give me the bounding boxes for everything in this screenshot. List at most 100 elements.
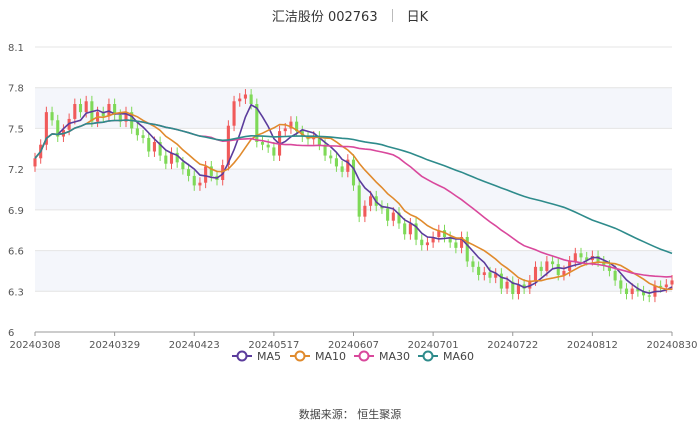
candle-body [164,155,168,164]
candle-body [647,295,651,297]
legend-label-ma5: MA5 [257,350,281,363]
candle-body [585,257,589,261]
candle-body [607,265,611,271]
candle-body [659,285,663,288]
candle-body [369,196,373,206]
candle-body [488,272,492,278]
candle-body [50,112,54,121]
x-tick-label: 20240701 [408,340,459,351]
candle-body [152,142,156,152]
candle-body [204,166,208,183]
period-label: 日K [406,9,429,25]
x-tick-label: 20240308 [10,340,61,351]
plot-band [35,250,672,292]
candle-body [73,104,77,119]
candle-body [664,284,668,288]
candle-body [511,281,515,294]
candle-body [562,270,566,275]
candle-body [545,261,549,271]
candle-body [403,223,407,235]
candle-body [642,291,646,296]
candle-body [613,270,617,281]
candle-body [454,242,458,248]
candle-body [602,261,606,266]
candle-body [209,166,213,176]
candle-body [198,182,202,186]
y-tick-label: 6 [8,328,14,339]
candle-body [499,273,503,289]
candle-body [158,142,162,156]
candle-body [414,223,418,240]
candle-body [340,166,344,172]
chart-title: 汇洁股份 002763 日K [0,4,700,26]
candle-body [283,128,287,132]
legend-label-ma10: MA10 [315,350,346,363]
x-tick-label: 20240329 [89,340,140,351]
candle-body [84,101,88,113]
ma10-line [34,111,673,291]
candle-body [460,237,464,248]
candle-body [596,256,600,262]
candle-body [386,208,390,221]
candle-body [255,104,259,142]
candle-body [351,159,356,186]
candle-body [78,104,83,113]
candle-body [169,152,174,164]
candle-body [391,212,395,221]
stock-name-code: 汇洁股份 002763 [271,9,378,25]
candle-body [465,237,469,262]
candle-body [482,272,486,275]
candle-body [289,121,293,129]
candle-body [147,137,151,152]
candle-body [477,266,481,275]
candle-body [101,112,105,117]
candle-body [181,162,185,170]
title-separator [391,8,393,22]
candle-body [124,112,128,122]
candle-body [266,144,270,148]
ma5-line [34,103,673,295]
x-tick-label: 20240423 [169,340,220,351]
candle-body [556,264,560,275]
x-tick-label: 20240607 [328,340,379,351]
candle-body [107,104,111,117]
candle-body [243,94,247,99]
y-tick-label: 6.3 [8,287,24,298]
legend-label-ma60: MA60 [443,350,474,363]
candle-body [528,280,532,289]
candle-body [346,159,350,172]
candle-body [636,288,640,292]
candle-body [494,273,498,278]
candle-body [141,135,145,138]
candle-body [232,101,236,126]
x-tick-label: 20240830 [647,340,698,351]
candle-body [539,266,543,271]
candle-body [551,261,555,265]
candle-body [295,121,299,132]
candle-body [135,128,139,136]
candle-body [175,152,179,163]
candle-body [317,136,321,145]
candle-body [249,94,253,104]
legend-label-ma30: MA30 [379,350,410,363]
candle-body [516,284,520,294]
legend-marker-ma30 [358,350,370,362]
y-tick-label: 6.9 [8,206,24,217]
candle-body [56,120,60,137]
data-source: 数据来源： 恒生聚源 [298,408,402,421]
candle-body [238,98,242,102]
x-tick-label: 20240517 [248,340,299,351]
candle-body [226,125,230,166]
candle-body [533,266,538,281]
candle-body [44,112,48,145]
legend-marker-ma60 [422,350,434,362]
candle-body [397,212,401,224]
candle-body [425,242,429,246]
candle-body [579,253,583,258]
candle-body [670,280,674,285]
candle-body [437,230,441,237]
candle-body [118,114,122,122]
candle-body [187,169,191,176]
candle-body [192,175,196,186]
